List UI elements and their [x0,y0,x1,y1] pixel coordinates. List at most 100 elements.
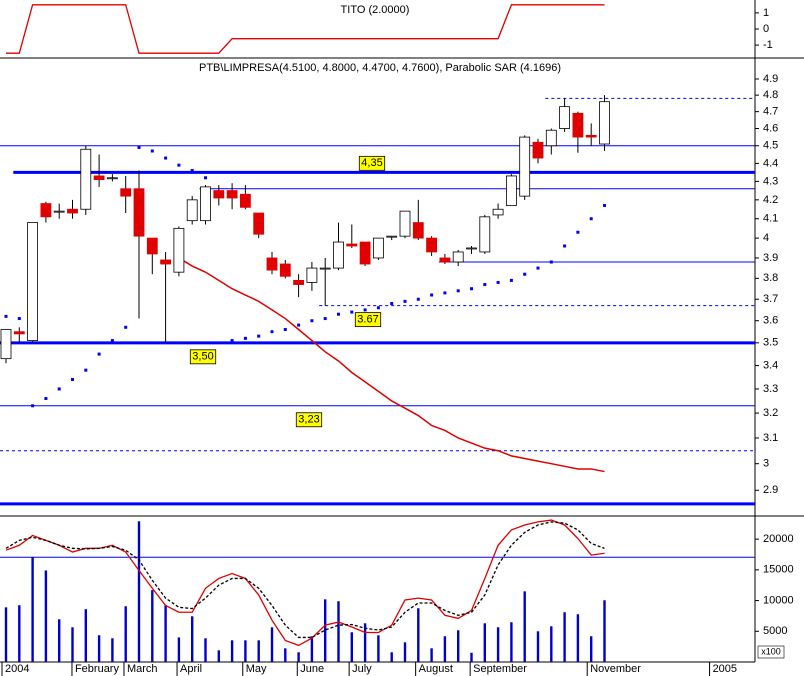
x-tick-label: February [75,663,120,675]
volume-bar [310,636,314,662]
candle-body [120,188,132,197]
reference-label-box [295,412,323,428]
candle-body [545,129,557,147]
sar-dot [31,404,35,408]
volume-bar [204,638,207,662]
x-tick-label: November [590,663,641,675]
y-tick-label: 4.8 [763,89,778,101]
x-tick-label: 2005 [713,663,737,675]
candle-body [133,188,145,237]
volume-bar [111,638,114,662]
sar-dot [549,260,553,264]
line [5,521,605,639]
y-tick-label: 3.5 [763,337,778,349]
sar-dot [589,217,593,221]
y-tick-label: 3.9 [763,252,778,264]
y-tick-label: 4 [763,232,769,244]
sar-dot [563,244,567,248]
sar-dot [416,297,420,301]
candle-body [40,203,52,218]
sar-dot [84,368,88,372]
candle-body [146,237,158,255]
volume-bar [430,648,433,662]
volume-bar [390,652,393,662]
candle-body [572,112,584,138]
volume-bar [403,642,407,662]
x-tick-label: May [246,663,267,675]
sar-dot [230,339,234,343]
sar-dot [470,287,473,291]
volume-bar [71,627,74,662]
reference-label: 4,35 [361,157,382,169]
reference-label-box [189,349,217,365]
volume-bar [563,612,566,662]
candle-body [173,227,185,273]
y-tick-label: 3.4 [763,359,778,371]
candle-body [200,186,211,222]
sar-dot [97,352,101,356]
chart-title: PTB\LIMPRESA(4.5100, 4.8000, 4.4700, 4.7… [199,62,561,74]
volume-bar [536,631,540,662]
sar-dot [310,319,314,323]
candle-body [559,106,570,129]
candle-body [519,136,531,197]
volume-bar [124,606,127,662]
candle-body [426,237,438,253]
x-tick-label: August [419,663,453,675]
candle-body [532,141,544,159]
volume-bar [151,590,154,662]
candle-body [253,212,265,235]
candle-body [599,101,610,145]
candle-body [359,241,371,265]
y-tick-label: 4.9 [763,73,778,85]
sar-dot [603,203,606,207]
volume-bar [164,605,167,662]
volume-bar [244,640,247,662]
candle-body [107,177,118,180]
volume-bar [417,608,420,662]
sar-dot [350,310,354,314]
sar-dot [190,169,194,173]
sar-dot [523,272,527,276]
volume-bar [363,623,367,662]
candle-body [67,208,78,214]
y-tick-label: 1 [763,7,769,19]
volume-bar [137,521,141,662]
volume-bar [510,622,513,662]
candle-body [0,329,12,360]
volume-bar [337,601,340,662]
candle-body [386,235,398,238]
reference-label: 3,23 [298,414,319,426]
volume-bar [350,632,353,662]
candle-body [53,210,65,213]
candle-body [27,222,39,341]
y-tick-label: 3.3 [763,383,778,395]
x-tick-label: March [127,663,158,675]
volume-bar [270,627,274,662]
y-tick-label: 10000 [763,594,794,606]
y-tick-label: 3 [763,458,769,470]
sar-dot [430,293,434,297]
volume-bar [31,557,34,662]
y-tick-label: 4.6 [763,122,778,134]
candle-body [585,134,597,138]
volume-bar [483,623,486,662]
volume-bar [58,619,61,662]
sar-dot [403,299,407,303]
y-tick-label: 3.8 [763,272,778,284]
y-tick-label: 20000 [763,533,794,545]
candle-body [213,190,225,199]
volume-bar [44,570,48,662]
y-tick-label: -1 [763,39,773,51]
line [5,519,605,647]
volume-bar [4,607,8,662]
sar-dot [443,291,447,295]
x-tick-label: July [352,663,372,675]
volume-bar [257,640,260,662]
reference-label: 3.67 [357,314,378,326]
candle-body [412,222,424,239]
candle-body [186,199,198,222]
sar-dot [337,312,340,316]
sar-dot [509,278,513,282]
